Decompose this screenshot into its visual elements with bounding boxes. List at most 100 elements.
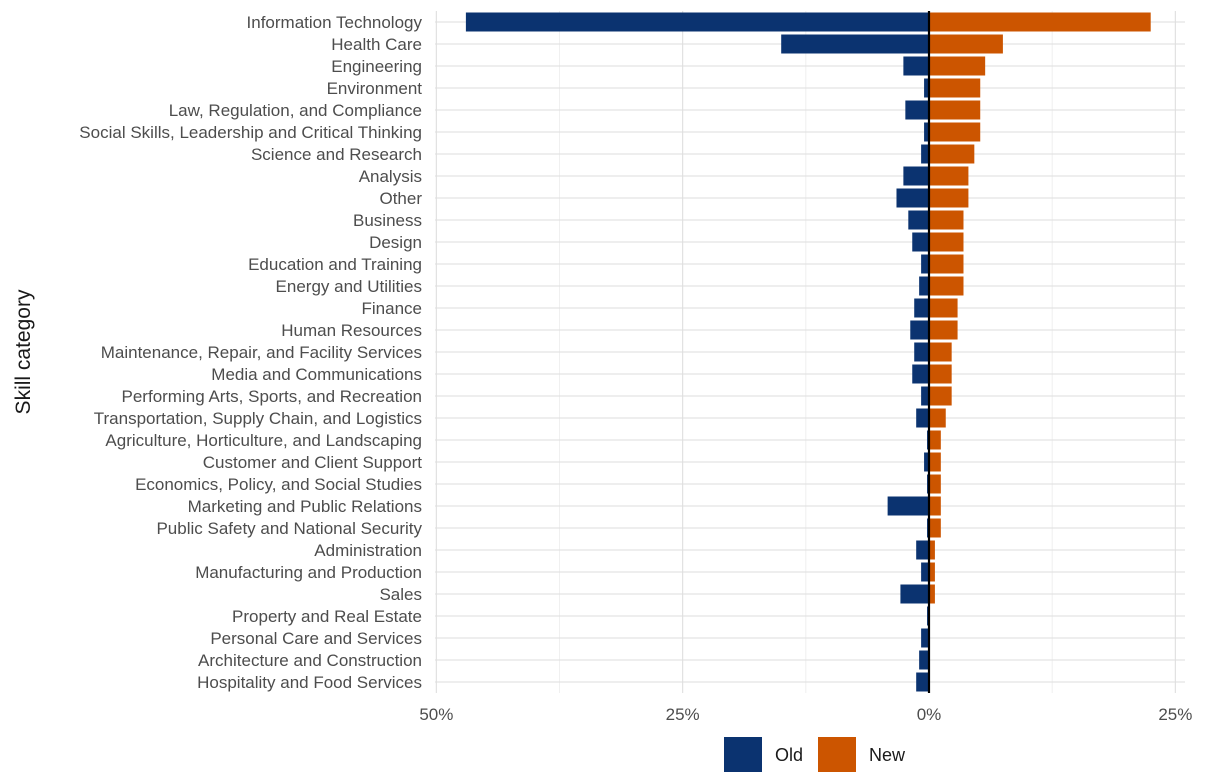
- category-label: Administration: [314, 541, 422, 560]
- bar-new: [929, 430, 941, 450]
- category-label: Property and Real Estate: [232, 607, 422, 626]
- bar-old: [914, 342, 929, 362]
- bar-old: [916, 672, 929, 692]
- bar-old: [921, 254, 929, 274]
- category-label: Marketing and Public Relations: [188, 497, 422, 516]
- bar-new: [929, 144, 975, 164]
- bar-new: [929, 166, 969, 186]
- category-label: Engineering: [331, 57, 422, 76]
- bar-new: [929, 540, 935, 560]
- bar-new: [929, 452, 941, 472]
- bar-old: [924, 78, 929, 98]
- category-label: Design: [369, 233, 422, 252]
- category-label: Manufacturing and Production: [195, 563, 422, 582]
- category-label: Personal Care and Services: [210, 629, 422, 648]
- bar-new: [929, 408, 946, 428]
- bar-new: [929, 254, 964, 274]
- category-label: Human Resources: [281, 321, 422, 340]
- category-label: Social Skills, Leadership and Critical T…: [79, 123, 422, 142]
- bar-old: [781, 34, 929, 54]
- legend-label: Old: [775, 745, 803, 765]
- category-label: Sales: [379, 585, 422, 604]
- bar-new: [929, 188, 969, 208]
- bar-new: [929, 342, 952, 362]
- bar-new: [929, 34, 1003, 54]
- category-label: Science and Research: [251, 145, 422, 164]
- category-label: Agriculture, Horticulture, and Landscapi…: [105, 431, 422, 450]
- bar-new: [929, 56, 986, 76]
- bar-new: [929, 474, 941, 494]
- bar-new: [929, 584, 935, 604]
- bar-old: [916, 540, 929, 560]
- bar-new: [929, 12, 1151, 32]
- bar-new: [929, 232, 964, 252]
- category-label: Information Technology: [247, 13, 423, 32]
- legend-swatch: [818, 737, 856, 772]
- category-label: Education and Training: [248, 255, 422, 274]
- category-label: Hospitality and Food Services: [197, 673, 422, 692]
- bar-old: [919, 650, 929, 670]
- bar-new: [929, 386, 952, 406]
- category-label: Other: [379, 189, 422, 208]
- bar-new: [929, 518, 941, 538]
- category-label: Economics, Policy, and Social Studies: [135, 475, 422, 494]
- bar-old: [924, 122, 929, 142]
- y-axis-title: Skill category: [12, 289, 35, 414]
- legend: Old New: [724, 737, 906, 772]
- bar-old: [900, 584, 929, 604]
- bar-new: [929, 210, 964, 230]
- grid-lines: [435, 11, 1185, 693]
- bar-new: [929, 562, 935, 582]
- bar-new: [929, 78, 981, 98]
- category-label: Health Care: [331, 35, 422, 54]
- bar-old: [465, 12, 929, 32]
- bar-old: [903, 166, 929, 186]
- bar-new: [929, 496, 941, 516]
- category-labels: Information Technology Health Care Enginee…: [79, 13, 422, 692]
- category-label: Customer and Client Support: [203, 453, 423, 472]
- bar-old: [924, 452, 929, 472]
- x-tick-label: 25%: [666, 705, 700, 724]
- category-label: Energy and Utilities: [276, 277, 422, 296]
- bar-new: [929, 364, 952, 384]
- bar-new: [929, 122, 981, 142]
- legend-swatch: [724, 737, 762, 772]
- bar-old: [919, 276, 929, 296]
- category-label: Public Safety and National Security: [156, 519, 422, 538]
- bar-old: [921, 562, 929, 582]
- bar-old: [912, 364, 929, 384]
- bar-old: [903, 56, 929, 76]
- x-tick-label: 25%: [1158, 705, 1192, 724]
- category-label: Analysis: [359, 167, 422, 186]
- category-label: Architecture and Construction: [198, 651, 422, 670]
- bar-old: [916, 408, 929, 428]
- bar-old: [896, 188, 929, 208]
- bar-old: [914, 298, 929, 318]
- category-label: Transportation, Supply Chain, and Logist…: [94, 409, 422, 428]
- bar-old: [908, 210, 929, 230]
- category-label: Finance: [362, 299, 422, 318]
- category-label: Law, Regulation, and Compliance: [169, 101, 422, 120]
- bar-old: [921, 628, 929, 648]
- bar-new: [929, 100, 981, 120]
- x-axis-tick-labels: 50% 25% 0% 25%: [419, 705, 1192, 724]
- bar-new: [929, 276, 964, 296]
- category-label: Maintenance, Repair, and Facility Servic…: [101, 343, 422, 362]
- bar-old: [887, 496, 929, 516]
- x-tick-label: 0%: [917, 705, 942, 724]
- category-label: Business: [353, 211, 422, 230]
- bar-old: [921, 386, 929, 406]
- category-label: Environment: [327, 79, 423, 98]
- bar-old: [921, 144, 929, 164]
- legend-label: New: [869, 745, 906, 765]
- category-label: Performing Arts, Sports, and Recreation: [122, 387, 422, 406]
- bars: [465, 12, 1151, 692]
- category-label: Media and Communications: [211, 365, 422, 384]
- bar-old: [912, 232, 929, 252]
- bar-new: [929, 298, 958, 318]
- bar-old: [905, 100, 929, 120]
- x-tick-label: 50%: [419, 705, 453, 724]
- bar-old: [910, 320, 929, 340]
- bar-new: [929, 320, 958, 340]
